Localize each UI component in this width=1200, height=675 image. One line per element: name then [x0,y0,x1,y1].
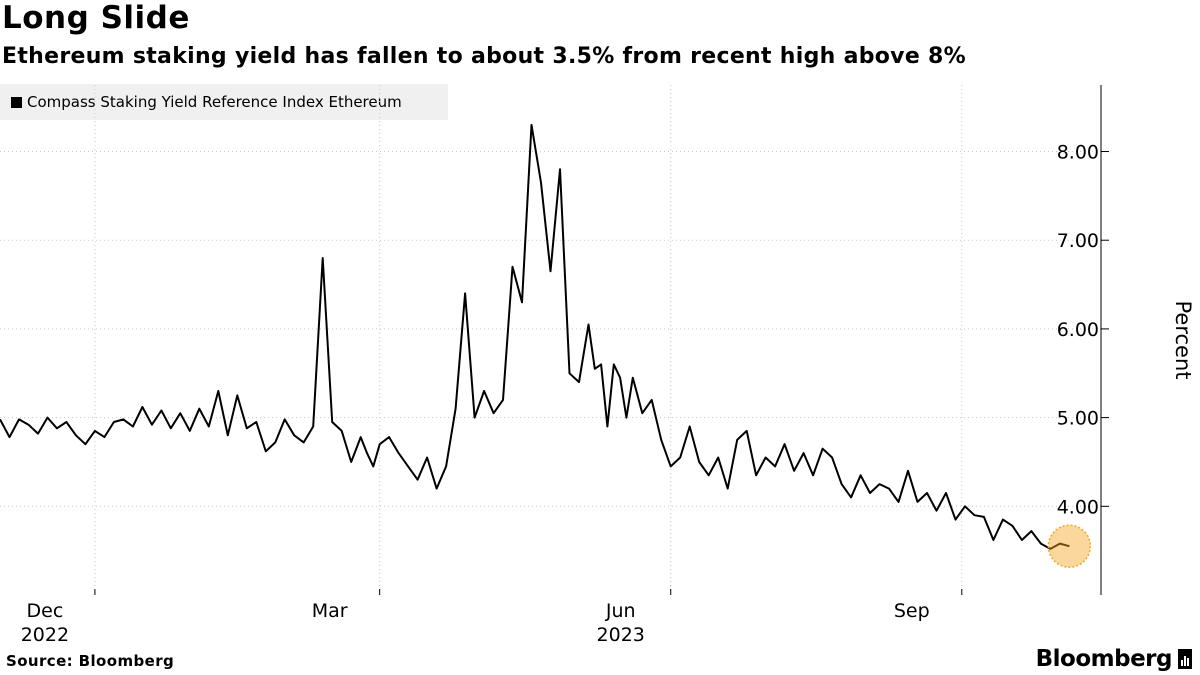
source-note: Source: Bloomberg [6,652,175,670]
x-tick-label: Jun [605,600,636,622]
x-tick-label: Mar [312,600,348,622]
x-tick-year-label: 2023 [597,624,645,646]
legend-swatch [11,96,22,108]
y-tick-label: 7.00 [1057,230,1099,252]
brand-logo: Bloomberg [1036,646,1192,672]
x-tick-label: Sep [894,600,930,622]
bar-chart-icon [1178,649,1192,669]
series-line [0,123,1070,550]
legend-label: Compass Staking Yield Reference Index Et… [27,93,402,111]
y-tick-label: 4.00 [1057,496,1099,518]
y-tick-label: 6.00 [1057,319,1099,341]
brand-name: Bloomberg [1035,646,1173,672]
legend: Compass Staking Yield Reference Index Et… [0,84,448,120]
x-tick-year-label: 2022 [21,624,69,646]
y-axis-label: Percent [1171,300,1195,379]
x-tick-label: Dec [27,600,64,622]
y-tick-label: 5.00 [1057,408,1099,430]
chart-subtitle: Ethereum staking yield has fallen to abo… [2,44,966,69]
chart-title: Long Slide [2,0,190,36]
last-point-highlight [1047,524,1092,568]
y-tick-label: 8.00 [1057,142,1099,164]
